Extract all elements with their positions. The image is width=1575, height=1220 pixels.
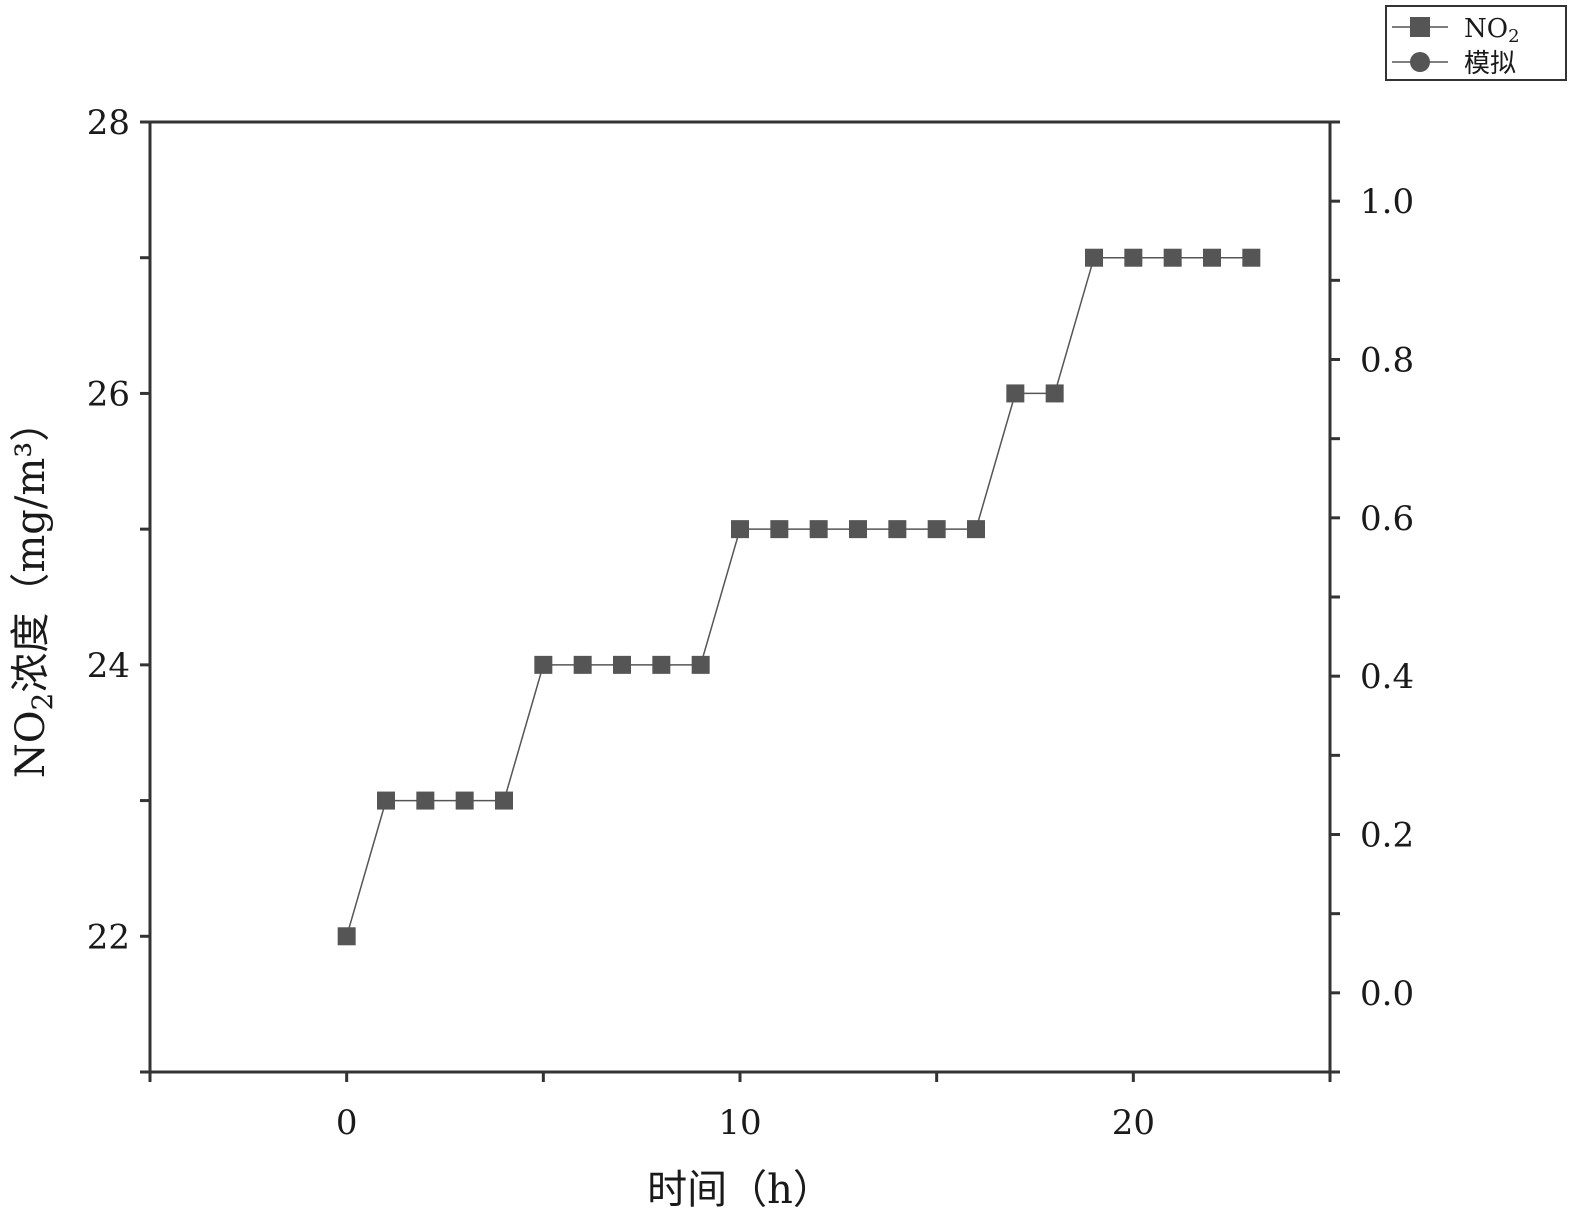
y-axis-title: NO2浓度（mg/m³） xyxy=(8,402,59,779)
y-tick-label: 28 xyxy=(87,103,130,143)
y-axis-title-sub: 2 xyxy=(26,693,59,711)
data-point xyxy=(770,520,789,539)
legend-no2-label: NO2 xyxy=(1464,14,1520,47)
data-point xyxy=(1242,248,1261,267)
y2-tick-label: 0.0 xyxy=(1360,974,1414,1014)
data-point xyxy=(1163,248,1182,267)
data-point xyxy=(1006,384,1025,403)
y-axis-title-main: NO xyxy=(8,711,54,779)
y-tick-label: 24 xyxy=(87,646,130,686)
y2-tick-label: 0.8 xyxy=(1360,341,1414,381)
data-point xyxy=(573,655,592,674)
series-points xyxy=(337,248,1261,946)
x-tick-label: 0 xyxy=(336,1103,358,1143)
legend-no2-marker xyxy=(1410,17,1430,37)
legend-sim-marker xyxy=(1410,52,1430,72)
y2-tick-label: 0.6 xyxy=(1360,499,1414,539)
data-point xyxy=(377,791,395,810)
data-point xyxy=(691,655,710,674)
data-point xyxy=(1124,248,1143,267)
data-point xyxy=(534,655,553,674)
data-point xyxy=(731,520,749,539)
x-tick-label: 20 xyxy=(1112,1103,1155,1143)
legend-sim-label: 模拟 xyxy=(1464,49,1516,79)
legend-item-sim: 模拟 xyxy=(1392,49,1516,79)
data-point xyxy=(1045,384,1064,403)
series-line xyxy=(345,256,1252,937)
data-point xyxy=(652,655,671,674)
legend-no2-label-main: NO xyxy=(1464,14,1508,44)
data-point xyxy=(416,791,435,810)
axis-ticks: 0 10 20 22 24 26 28 0.0 0.2 0.4 0.6 0.8 1.0 xyxy=(87,103,1414,1143)
y2-tick-label: 0.2 xyxy=(1360,816,1414,856)
legend-item-no2: NO2 xyxy=(1392,14,1520,47)
data-point xyxy=(927,520,946,539)
legend-no2-label-sub: 2 xyxy=(1508,26,1519,47)
data-point xyxy=(809,520,828,539)
x-tick-label: 10 xyxy=(718,1103,761,1143)
data-point xyxy=(967,520,985,539)
y-tick-label: 22 xyxy=(87,917,130,957)
data-point xyxy=(1085,248,1103,267)
data-point xyxy=(849,520,867,539)
y2-tick-label: 1.0 xyxy=(1360,182,1414,222)
x-axis-title: 时间（h） xyxy=(647,1167,833,1213)
y2-tick-label: 0.4 xyxy=(1360,657,1414,697)
data-point xyxy=(337,927,356,946)
series-lines xyxy=(345,256,1252,937)
data-point xyxy=(613,655,631,674)
legend: NO2 模拟 xyxy=(1385,5,1567,81)
data-point xyxy=(495,791,513,810)
data-point xyxy=(455,791,474,810)
y-tick-label: 26 xyxy=(87,374,130,414)
y-axis-title-rest: 浓度（mg/m³） xyxy=(8,402,54,693)
data-point xyxy=(888,520,907,539)
data-point xyxy=(1203,248,1221,267)
